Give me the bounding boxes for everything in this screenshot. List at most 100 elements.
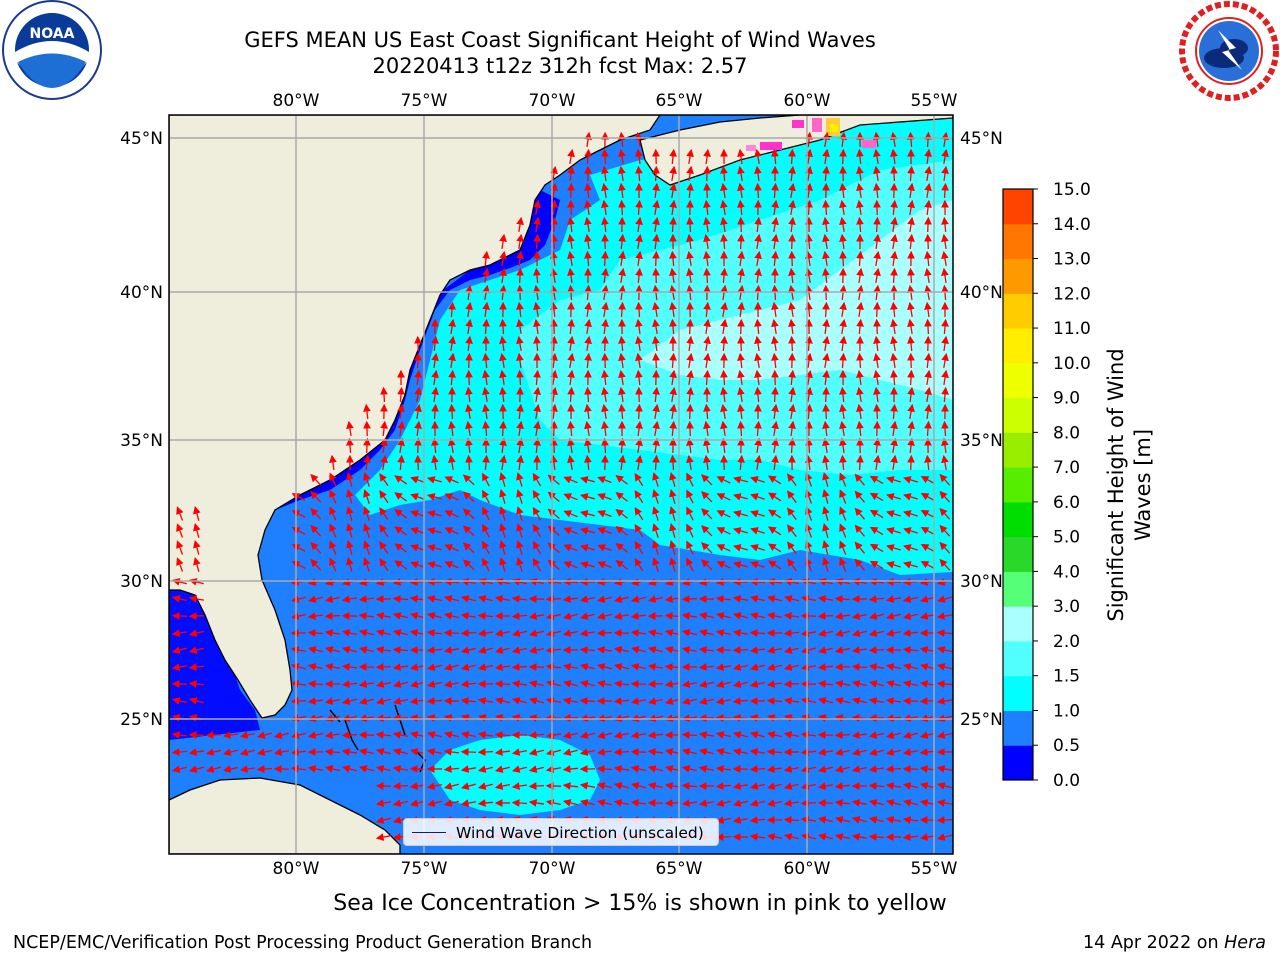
wave-arrow (907, 267, 915, 284)
wave-arrow (664, 799, 681, 807)
lon-ticks-top: 80°W 75°W 70°W 65°W 60°W 55°W (273, 91, 958, 111)
wave-arrow (805, 267, 813, 284)
lat-tick-label: 40°N (120, 283, 163, 303)
wave-arrow (550, 301, 558, 318)
wave-arrow (768, 492, 782, 502)
wave-arrow (686, 386, 694, 403)
wave-arrow (511, 646, 527, 654)
wave-arrow (873, 352, 881, 369)
wave-arrow (817, 612, 834, 620)
wave-arrow (499, 523, 507, 538)
chart-subtitle: 20220413 t12z 312h fcst Max: 2.57 (372, 54, 748, 78)
wave-arrow (703, 267, 711, 284)
lon-tick-label: 60°W (784, 859, 831, 879)
wave-arrow (550, 335, 558, 352)
wave-arrow (550, 403, 558, 420)
wave-arrow (669, 523, 677, 538)
wave-arrow (597, 493, 612, 501)
wave-arrow (618, 284, 626, 301)
wave-arrow (410, 544, 425, 552)
wave-arrow (477, 629, 494, 637)
wave-arrow (465, 369, 473, 386)
wave-arrow (839, 131, 847, 148)
wave-arrow (941, 318, 949, 335)
wave-arrow (788, 318, 796, 335)
wave-arrow (856, 165, 864, 182)
wave-arrow (448, 301, 456, 318)
wave-arrow (630, 663, 646, 671)
wave-arrow (596, 595, 612, 603)
colorbar-segment (1003, 362, 1033, 399)
wave-arrow (822, 539, 830, 555)
wave-arrow (652, 352, 660, 369)
wave-arrow (414, 403, 422, 420)
wave-arrow (545, 612, 561, 620)
wave-arrow (379, 558, 389, 572)
wave-arrow (410, 510, 425, 518)
wave-arrow (363, 437, 371, 454)
wave-arrow (601, 250, 609, 267)
wave-arrow (291, 544, 306, 552)
wave-arrow (533, 216, 541, 233)
wave-arrow (462, 525, 475, 537)
wave-arrow (783, 646, 799, 654)
wave-arrow (635, 335, 643, 352)
wave-arrow (664, 663, 681, 671)
wave-arrow (805, 199, 813, 216)
wave-arrow (686, 165, 694, 182)
wave-arrow (941, 216, 949, 233)
wave-arrow (652, 437, 660, 454)
wave-arrow (783, 612, 800, 620)
wave-arrow (635, 318, 643, 335)
wave-arrow (448, 369, 456, 386)
wave-arrow (788, 216, 796, 233)
wave-arrow (465, 301, 473, 318)
wave-arrow (800, 629, 817, 637)
sea-ice-patches (746, 118, 876, 151)
wave-arrow (800, 612, 817, 620)
wave-arrow (635, 165, 643, 182)
wave-arrow (499, 335, 507, 352)
wave-arrow (669, 506, 677, 521)
wave-arrow (716, 527, 731, 535)
wave-arrow (550, 284, 558, 301)
wave-arrow (516, 301, 524, 318)
wave-arrow (873, 284, 881, 301)
wave-arrow (363, 489, 371, 504)
nws-logo (1179, 1, 1279, 101)
wave-arrow (444, 493, 459, 501)
wave-arrow (924, 420, 932, 437)
wave-arrow (410, 527, 425, 535)
wave-arrow (431, 386, 439, 403)
wave-arrow (511, 612, 528, 620)
wave-arrow (652, 335, 660, 352)
wave-arrow (307, 646, 323, 654)
wave-arrow (851, 663, 868, 671)
wave-arrow (873, 454, 881, 471)
legend-line-swatch (412, 832, 446, 833)
wave-arrow (291, 527, 306, 535)
wave-arrow (532, 557, 542, 572)
wave-arrow (290, 663, 306, 671)
wave-arrow (885, 629, 902, 637)
wave-arrow (715, 612, 731, 620)
wave-arrow (346, 539, 354, 555)
wave-arrow (482, 267, 490, 284)
wave-arrow (363, 403, 371, 420)
wave-arrow (771, 454, 779, 471)
wave-arrow (171, 646, 187, 654)
wave-arrow (941, 250, 949, 267)
wave-arrow (822, 471, 830, 487)
wave-arrow (426, 493, 442, 501)
wave-arrow (601, 318, 609, 335)
wave-arrow (511, 629, 527, 637)
wave-arrow (941, 165, 949, 182)
wave-arrow (771, 318, 779, 335)
wave-arrow (720, 199, 728, 216)
wave-arrow (822, 131, 830, 148)
wave-arrow (392, 612, 408, 620)
wave-arrow (924, 352, 932, 369)
wave-arrow (652, 506, 660, 521)
wave-arrow (618, 454, 626, 471)
wave-arrow (630, 612, 647, 620)
